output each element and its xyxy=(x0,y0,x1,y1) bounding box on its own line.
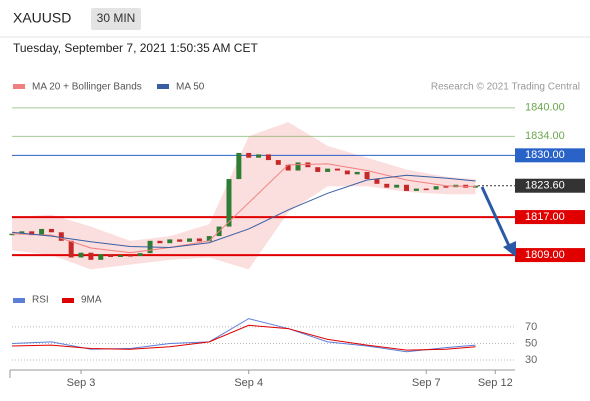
candle xyxy=(246,152,252,158)
candle xyxy=(9,233,15,236)
x-tick-label: Sep 3 xyxy=(67,377,96,389)
legend-swatch xyxy=(13,84,25,89)
candle xyxy=(374,179,380,184)
level-label: 1830.00 xyxy=(525,149,565,161)
y-tick-label: 70 xyxy=(525,321,537,333)
candle xyxy=(187,238,193,242)
level-label: 1840.00 xyxy=(525,102,565,114)
candle xyxy=(196,238,202,242)
level-box xyxy=(515,148,585,163)
legend-label: 9MA xyxy=(81,295,102,306)
interval[interactable]: 30 MIN xyxy=(97,11,136,25)
candle xyxy=(334,168,340,171)
candle xyxy=(58,232,64,241)
datetime: Tuesday, September 7, 2021 1:50:35 AM CE… xyxy=(13,41,258,55)
candle xyxy=(364,171,370,180)
candle xyxy=(315,167,321,172)
legend-swatch xyxy=(13,298,25,303)
legend-swatch xyxy=(157,84,169,89)
candle xyxy=(404,184,410,191)
candle xyxy=(384,183,390,188)
candle xyxy=(98,254,104,260)
level-label: 1823.60 xyxy=(525,180,565,192)
candle xyxy=(68,240,74,258)
level-box xyxy=(515,210,585,225)
candle xyxy=(265,154,271,161)
candle xyxy=(167,239,173,244)
candle xyxy=(344,170,350,175)
x-tick-label: Sep 7 xyxy=(412,377,441,389)
candle xyxy=(117,255,123,257)
candle xyxy=(354,171,360,175)
y-tick-label: 50 xyxy=(525,337,537,349)
candle xyxy=(137,253,143,257)
candle xyxy=(19,231,25,234)
candle xyxy=(443,186,449,188)
spacer xyxy=(482,187,512,189)
candle xyxy=(413,188,419,191)
candle xyxy=(48,228,54,233)
candle xyxy=(226,179,232,227)
legend-label: RSI xyxy=(32,295,49,306)
bollinger-band xyxy=(12,122,476,270)
candle xyxy=(394,184,400,188)
x-tick-label: Sep 4 xyxy=(234,377,263,389)
candle xyxy=(108,254,114,257)
rsi-line xyxy=(11,324,476,351)
level-box xyxy=(515,178,585,193)
candle xyxy=(275,160,281,165)
symbol: XAUUSD xyxy=(13,10,71,26)
candle xyxy=(423,188,429,191)
level-label: 1817.00 xyxy=(525,211,565,223)
legend-label: MA 20 + Bollinger Bands xyxy=(32,82,142,93)
rsi-line xyxy=(11,318,476,353)
y-tick-label: 30 xyxy=(525,354,537,366)
candle xyxy=(206,236,212,242)
candle xyxy=(256,154,262,158)
legend-label: MA 50 xyxy=(176,82,205,93)
candle xyxy=(157,240,163,244)
candle xyxy=(295,162,301,171)
candle xyxy=(127,255,133,257)
candle xyxy=(39,228,45,236)
candle xyxy=(325,168,331,172)
candle xyxy=(29,231,35,236)
forecast-arrow xyxy=(480,186,516,257)
ma-line xyxy=(11,163,476,254)
ma-line xyxy=(11,174,476,248)
interval-pill[interactable] xyxy=(91,8,141,30)
candle xyxy=(88,252,94,260)
candle xyxy=(177,239,183,242)
level-label: 1834.00 xyxy=(525,130,565,142)
candle xyxy=(236,152,242,180)
candle xyxy=(285,164,291,171)
header-bg xyxy=(0,0,590,38)
candle xyxy=(78,252,84,258)
x-tick-label: Sep 12 xyxy=(478,377,513,389)
level-box xyxy=(515,248,585,263)
candle xyxy=(433,186,439,190)
credit: Research © 2021 Trading Central xyxy=(431,82,580,93)
level-label: 1809.00 xyxy=(525,249,565,261)
legend-swatch xyxy=(62,298,74,303)
